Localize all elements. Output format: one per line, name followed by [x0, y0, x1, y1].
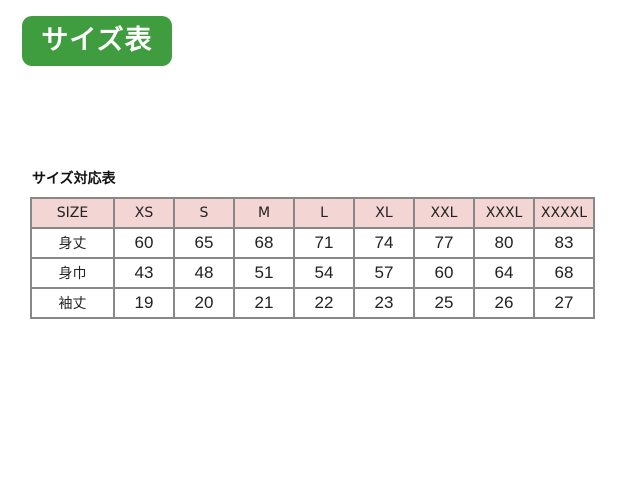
row-label-cell: SIZE	[30, 197, 115, 229]
table-row: 身巾 43 48 51 54 57 60 64 68	[30, 257, 595, 289]
table-cell: 74	[353, 227, 415, 259]
table-cell: 19	[113, 287, 175, 319]
table-cell: 68	[533, 257, 595, 289]
table-cell: 54	[293, 257, 355, 289]
table-cell: 21	[233, 287, 295, 319]
table-row: 袖丈 19 20 21 22 23 25 26 27	[30, 287, 595, 319]
table-cell: 64	[473, 257, 535, 289]
table-cell: XXXXL	[533, 197, 595, 229]
table-title: サイズ対応表	[32, 171, 116, 187]
table-cell: XXXL	[473, 197, 535, 229]
table-cell: 25	[413, 287, 475, 319]
table-cell: 20	[173, 287, 235, 319]
table-cell: 57	[353, 257, 415, 289]
table-cell: 22	[293, 287, 355, 319]
table-header-row: SIZE XS S M L XL XXL XXXL XXXXL	[30, 197, 595, 229]
row-label-cell: 袖丈	[30, 287, 115, 319]
table-cell: 65	[173, 227, 235, 259]
size-chart-badge: サイズ表	[22, 16, 172, 66]
table-cell: M	[233, 197, 295, 229]
table-cell: S	[173, 197, 235, 229]
table-cell: 83	[533, 227, 595, 259]
table-cell: 60	[113, 227, 175, 259]
table-cell: 51	[233, 257, 295, 289]
row-label-cell: 身丈	[30, 227, 115, 259]
table-row: 身丈 60 65 68 71 74 77 80 83	[30, 227, 595, 259]
table-cell: L	[293, 197, 355, 229]
table-cell: 27	[533, 287, 595, 319]
table-cell: XL	[353, 197, 415, 229]
table-cell: 71	[293, 227, 355, 259]
row-label-cell: 身巾	[30, 257, 115, 289]
table-cell: 60	[413, 257, 475, 289]
table-cell: 77	[413, 227, 475, 259]
table-cell: 43	[113, 257, 175, 289]
table-cell: XS	[113, 197, 175, 229]
table-cell: XXL	[413, 197, 475, 229]
size-table: SIZE XS S M L XL XXL XXXL XXXXL 身丈 60 65 68 71 74 77 80 8…	[30, 197, 595, 319]
table-cell: 23	[353, 287, 415, 319]
table-cell: 48	[173, 257, 235, 289]
table-cell: 26	[473, 287, 535, 319]
table-cell: 68	[233, 227, 295, 259]
table-cell: 80	[473, 227, 535, 259]
